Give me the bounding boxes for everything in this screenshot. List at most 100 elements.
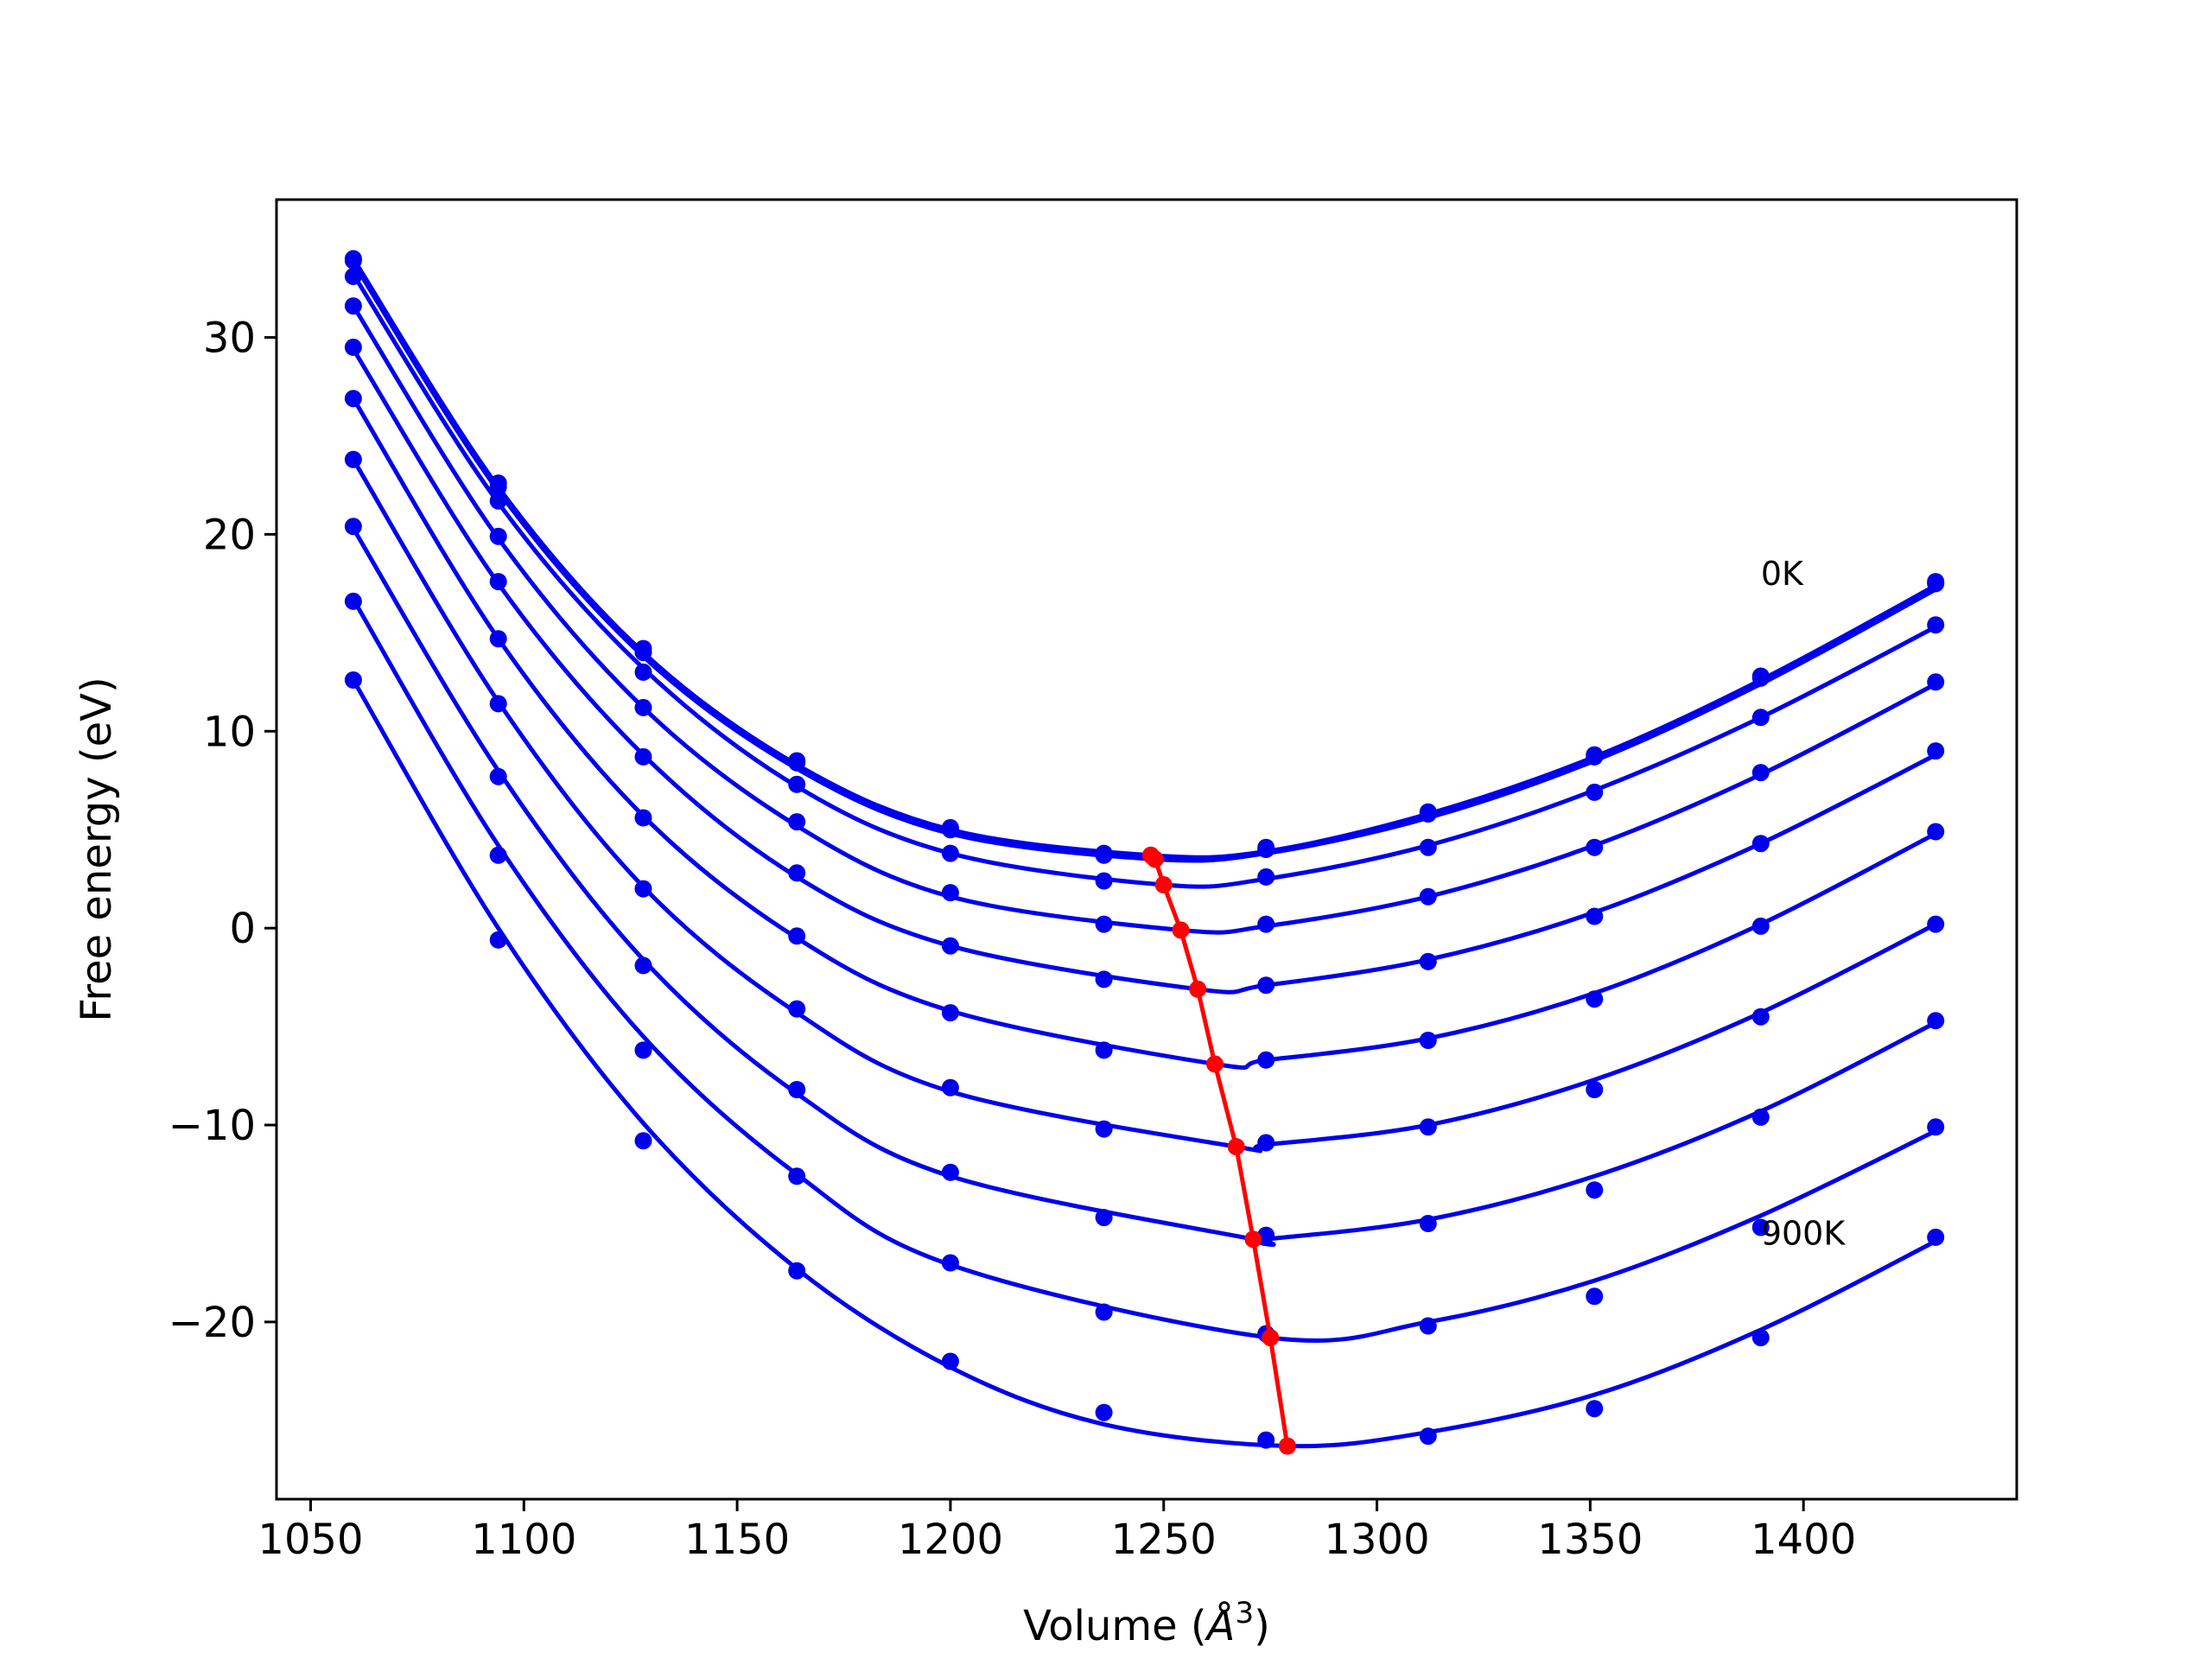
data-point-9-8: [1586, 1400, 1604, 1418]
data-point-8-3: [788, 1167, 806, 1185]
axis-ticks: 1050 1100 1150 1200 1250 1300 1350 1400 −20 −10 0 1…: [168, 315, 1857, 1564]
fit-curve-6: [351, 457, 1938, 1154]
data-point-1-10: [1927, 575, 1945, 593]
data-point-7-3: [788, 1081, 806, 1098]
data-point-5-9: [1751, 917, 1770, 935]
data-point-7-8: [1586, 1181, 1604, 1199]
data-point-4-7: [1419, 952, 1437, 970]
data-point-4-10: [1927, 742, 1945, 760]
data-point-3-7: [1419, 887, 1437, 906]
data-point-2-0: [344, 267, 362, 285]
data-point-9-6: [1257, 1431, 1275, 1449]
data-point-3-9: [1751, 764, 1770, 782]
data-point-9-7: [1419, 1427, 1437, 1446]
data-point-6-4: [941, 1078, 959, 1096]
series-8: [344, 592, 1945, 1344]
fit-curve-9: [351, 677, 1938, 1449]
minimum-point-5: [1206, 1055, 1224, 1073]
y-tick-label-2: 0: [229, 905, 256, 953]
y-tick-label-4: 20: [203, 511, 256, 559]
data-point-1-2: [634, 644, 652, 662]
data-point-7-1: [489, 767, 507, 785]
annotation-0: 0K: [1761, 555, 1804, 593]
data-point-6-7: [1419, 1118, 1437, 1136]
fit-curve-2: [351, 272, 1938, 889]
data-point-7-5: [1095, 1209, 1113, 1227]
x-tick-label-5: 1300: [1324, 1516, 1429, 1564]
minimum-point-7: [1244, 1230, 1262, 1249]
data-point-3-6: [1257, 915, 1275, 933]
data-point-2-6: [1257, 868, 1275, 886]
y-tick-label-1: −10: [168, 1102, 256, 1150]
data-point-1-7: [1419, 805, 1437, 823]
data-point-8-10: [1927, 1118, 1945, 1136]
data-point-9-2: [634, 1132, 652, 1150]
data-point-9-3: [788, 1262, 806, 1280]
annotations: 0K 900K: [1761, 555, 1847, 1252]
x-tick-label-0: 1050: [257, 1516, 363, 1564]
data-point-4-2: [634, 747, 652, 766]
x-axis-unit-exponent: 3: [1235, 1596, 1254, 1630]
data-point-5-7: [1419, 1032, 1437, 1049]
annotation-1: 900K: [1761, 1214, 1847, 1252]
data-point-9-0: [344, 671, 362, 689]
data-point-3-4: [941, 884, 959, 902]
data-point-5-1: [489, 630, 507, 648]
data-point-2-2: [634, 663, 652, 681]
data-point-6-2: [634, 880, 652, 898]
data-point-5-3: [788, 927, 806, 945]
data-point-8-4: [941, 1254, 959, 1272]
minimum-point-1: [1146, 850, 1164, 868]
data-point-2-3: [788, 775, 806, 793]
x-tick-label-2: 1150: [684, 1516, 790, 1564]
data-point-4-4: [941, 937, 959, 955]
y-tick-label-3: 10: [203, 708, 256, 756]
data-point-8-9: [1751, 1218, 1770, 1236]
series-7: [344, 518, 1945, 1248]
series-4: [344, 338, 1945, 995]
series-1: [344, 251, 1945, 864]
data-point-5-0: [344, 390, 362, 408]
fit-curve-1: [351, 260, 1938, 863]
data-point-4-9: [1751, 835, 1770, 853]
x-axis-label-text: Volume: [1023, 1602, 1178, 1650]
data-point-6-3: [788, 1000, 806, 1018]
data-point-4-1: [489, 573, 507, 591]
fit-curve-5: [351, 396, 1938, 1071]
series-6: [344, 450, 1945, 1154]
x-tick-label-6: 1350: [1537, 1516, 1643, 1564]
data-point-9-4: [941, 1352, 959, 1370]
data-point-4-0: [344, 338, 362, 356]
data-point-6-6: [1257, 1134, 1275, 1152]
data-point-6-8: [1586, 1081, 1604, 1098]
data-point-6-0: [344, 450, 362, 468]
y-tick-label-0: −20: [168, 1299, 256, 1347]
x-axis-label: Volume (Å3): [1023, 1596, 1270, 1650]
data-point-2-9: [1751, 709, 1770, 727]
data-point-1-4: [941, 821, 959, 839]
data-point-8-8: [1586, 1287, 1604, 1306]
data-point-2-8: [1586, 783, 1604, 801]
data-point-2-5: [1095, 872, 1113, 890]
minimum-point-3: [1172, 921, 1190, 939]
series-3: [344, 297, 1945, 935]
x-axis-label-open: (: [1178, 1602, 1207, 1650]
minimum-point-2: [1154, 876, 1173, 893]
data-point-6-5: [1095, 1120, 1113, 1138]
data-point-9-10: [1927, 1228, 1945, 1246]
data-point-1-1: [489, 478, 507, 496]
data-point-9-1: [489, 931, 507, 949]
plot-area: [344, 250, 1945, 1455]
data-point-7-4: [941, 1163, 959, 1181]
data-point-3-10: [1927, 673, 1945, 691]
minimum-path-line: [1149, 853, 1290, 1446]
data-point-6-10: [1927, 915, 1945, 933]
data-point-2-10: [1927, 616, 1945, 634]
data-point-3-3: [788, 813, 806, 831]
data-point-9-9: [1751, 1329, 1770, 1347]
data-point-7-7: [1419, 1215, 1437, 1232]
minimum-point-6: [1227, 1138, 1245, 1156]
data-point-1-8: [1586, 747, 1604, 766]
